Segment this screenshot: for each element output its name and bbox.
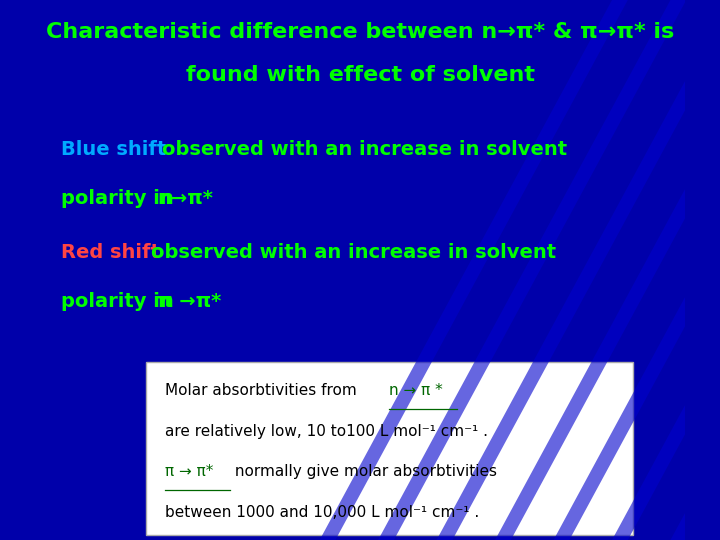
Text: between 1000 and 10,000 L mol⁻¹ cm⁻¹ .: between 1000 and 10,000 L mol⁻¹ cm⁻¹ . (165, 505, 480, 520)
Text: Red shift: Red shift (61, 243, 160, 262)
Text: polarity in: polarity in (61, 189, 181, 208)
Text: observed with an increase in solvent: observed with an increase in solvent (150, 243, 556, 262)
Text: observed with an increase in solvent: observed with an increase in solvent (162, 140, 567, 159)
Text: π → π*: π → π* (165, 464, 213, 480)
Text: π →π*: π →π* (157, 292, 222, 310)
Text: Molar absorbtivities from: Molar absorbtivities from (165, 383, 361, 399)
FancyBboxPatch shape (145, 362, 633, 535)
Text: Blue shift: Blue shift (61, 140, 166, 159)
Text: normally give molar absorbtivities: normally give molar absorbtivities (230, 464, 497, 480)
Text: are relatively low, 10 to100 L mol⁻¹ cm⁻¹ .: are relatively low, 10 to100 L mol⁻¹ cm⁻… (165, 424, 488, 439)
Text: polarity in: polarity in (61, 292, 187, 310)
Text: n→π*: n→π* (157, 189, 213, 208)
Text: found with effect of solvent: found with effect of solvent (186, 65, 534, 85)
Text: Characteristic difference between n→π* & π→π* is: Characteristic difference between n→π* &… (46, 22, 674, 42)
Text: n → π *: n → π * (390, 383, 443, 399)
